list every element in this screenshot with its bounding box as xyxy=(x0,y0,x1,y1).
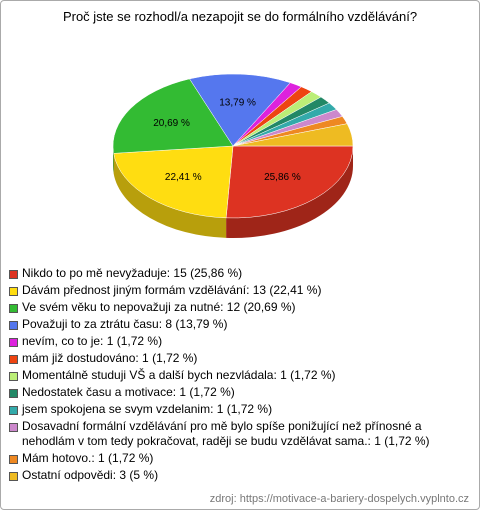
legend-label: Ostatní odpovědi: 3 (5 %) xyxy=(22,468,159,482)
legend-swatch xyxy=(9,355,18,364)
legend-swatch xyxy=(9,423,18,432)
legend-label: nevím, co to je: 1 (1,72 %) xyxy=(22,334,163,348)
legend-item: Dosavadní formální vzdělávání pro mě byl… xyxy=(9,419,467,449)
slice-side xyxy=(113,153,227,238)
legend-label: Považuji to za ztrátu času: 8 (13,79 %) xyxy=(22,317,228,331)
chart-title: Proč jste se rozhodl/a nezapojit se do f… xyxy=(62,9,418,24)
legend-item: Ostatní odpovědi: 3 (5 %) xyxy=(9,468,467,483)
legend-swatch xyxy=(9,287,18,296)
legend-swatch xyxy=(9,455,18,464)
legend-swatch xyxy=(9,321,18,330)
legend-item: Dávám přednost jiným formám vzdělávání: … xyxy=(9,283,467,298)
legend-item: Považuji to za ztrátu času: 8 (13,79 %) xyxy=(9,317,467,332)
slice-label: 22,41 % xyxy=(165,172,202,183)
legend-swatch xyxy=(9,270,18,279)
slice-label: 25,86 % xyxy=(264,172,301,183)
legend-label: mám již dostudováno: 1 (1,72 %) xyxy=(22,351,198,365)
legend-item: Mám hotovo.: 1 (1,72 %) xyxy=(9,451,467,466)
legend-swatch xyxy=(9,389,18,398)
slice-label: 20,69 % xyxy=(153,118,190,129)
legend-swatch xyxy=(9,338,18,347)
legend-item: Nikdo to po mě nevyžaduje: 15 (25,86 %) xyxy=(9,266,467,281)
legend-item: Nedostatek času a motivace: 1 (1,72 %) xyxy=(9,385,467,400)
legend-swatch xyxy=(9,406,18,415)
legend-label: Ve svém věku to nepovažuji za nutné: 12 … xyxy=(22,300,296,314)
legend-label: jsem spokojena se svym vzdelanim: 1 (1,7… xyxy=(22,402,273,416)
legend-swatch xyxy=(9,304,18,313)
legend-label: Momentálně studuji VŠ a další bych nezvl… xyxy=(22,368,336,382)
legend-label: Nedostatek času a motivace: 1 (1,72 %) xyxy=(22,385,235,399)
legend: Nikdo to po mě nevyžaduje: 15 (25,86 %) D… xyxy=(9,266,467,485)
legend-item: jsem spokojena se svym vzdelanim: 1 (1,7… xyxy=(9,402,467,417)
source: zdroj: https://motivace-a-bariery-dospel… xyxy=(209,493,469,505)
legend-swatch xyxy=(9,372,18,381)
slice xyxy=(112,78,234,154)
legend-item: Momentálně studuji VŠ a další bych nezvl… xyxy=(9,368,467,383)
slice xyxy=(113,145,234,219)
legend-swatch xyxy=(9,472,18,481)
legend-item: mám již dostudováno: 1 (1,72 %) xyxy=(9,351,467,366)
legend-label: Nikdo to po mě nevyžaduje: 15 (25,86 %) xyxy=(22,266,243,280)
legend-label: Dosavadní formální vzdělávání pro mě byl… xyxy=(22,419,430,448)
slice xyxy=(232,123,354,147)
legend-item: Ve svém věku to nepovažuji za nutné: 12 … xyxy=(9,300,467,315)
pie: 25,86 % 22,41 % 20,69 % 13,79 % xyxy=(112,73,354,238)
slice xyxy=(189,73,291,147)
slice-side xyxy=(226,146,353,238)
legend-item: nevím, co to je: 1 (1,72 %) xyxy=(9,334,467,349)
slice-label: 13,79 % xyxy=(219,98,256,109)
slice xyxy=(225,145,354,219)
legend-label: Mám hotovo.: 1 (1,72 %) xyxy=(22,451,154,465)
legend-label: Dávám přednost jiným formám vzdělávání: … xyxy=(22,283,322,297)
